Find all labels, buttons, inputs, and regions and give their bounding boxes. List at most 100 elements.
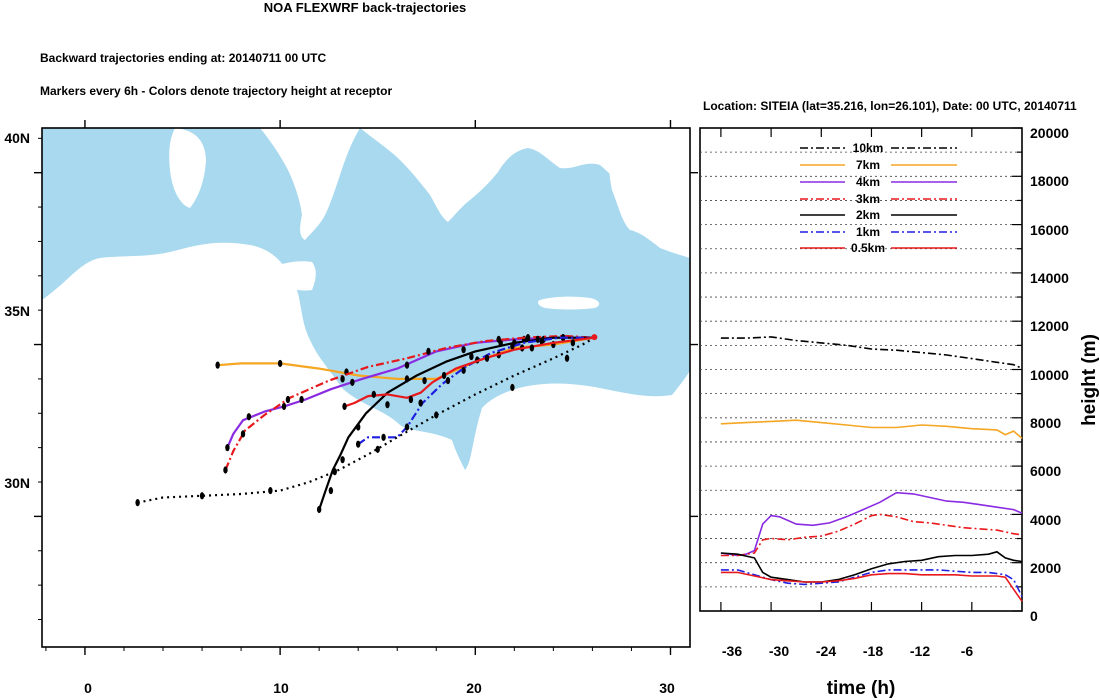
trajectory-marker-4km [246, 413, 252, 421]
map-frame [41, 127, 691, 648]
legend-label-3km: 3km [856, 192, 880, 206]
trajectory-marker-7km [215, 361, 220, 369]
trajectory-marker-7km [277, 359, 283, 368]
trajectory-marker-10km [199, 492, 205, 500]
trajectory-marker-0.5km [484, 354, 490, 362]
height-series [720, 336, 1023, 602]
trajectory-marker-4km [461, 346, 466, 354]
land-turkey [609, 128, 690, 258]
h-ytick-4000: 4000 [1030, 512, 1061, 528]
trajectory-10km [135, 336, 595, 507]
trajectory-marker-1km [539, 337, 544, 345]
map-xtick-30: 30 [659, 680, 675, 696]
height-ylabel: height (m) [1079, 334, 1100, 426]
land-sicily [267, 261, 316, 291]
h-ytick-2000: 2000 [1030, 560, 1061, 576]
height-y-tick-labels: 20000 18000 16000 14000 12000 10000 8000… [1030, 125, 1069, 624]
trajectory-marker-1km [445, 377, 451, 385]
trajectory-marker-10km [135, 499, 140, 507]
map-panel: 40N 35N 30N 0 10 20 30 [4, 120, 698, 696]
h-xtick-m36: -36 [722, 643, 742, 659]
trajectory-marker-4km [225, 444, 230, 452]
h-ytick-10000: 10000 [1030, 367, 1069, 383]
h-ytick-18000: 18000 [1030, 173, 1069, 189]
h-xtick-m30: -30 [769, 643, 789, 659]
h-ytick-14000: 14000 [1030, 270, 1069, 286]
trajectory-marker-3km [496, 335, 501, 343]
trajectory-marker-2km [535, 335, 540, 343]
trajectory-marker-10km [268, 487, 273, 495]
legend-label-0.5km: 0.5km [851, 241, 885, 255]
map-tick-marks [34, 120, 698, 655]
legend-label-4km: 4km [856, 175, 880, 189]
trajectory-marker-4km [299, 395, 304, 404]
trajectory-0.5km [342, 336, 595, 411]
legend: 10km 7km 4km 3km 2km 1km 0.5km [800, 141, 957, 255]
trajectory-marker-2km [355, 423, 361, 431]
trajectory-marker-1km [355, 440, 361, 448]
height-series-2km [720, 550, 1023, 583]
h-ytick-16000: 16000 [1030, 222, 1069, 238]
map-xtick-10: 10 [273, 680, 289, 696]
trajectory-marker-10km [510, 383, 515, 392]
height-xlabel: time (h) [827, 678, 896, 699]
trajectory-marker-0.5km [441, 371, 447, 380]
legend-label-7km: 7km [856, 158, 880, 172]
trajectory-2km [316, 334, 595, 514]
trajectory-marker-2km [422, 377, 427, 385]
height-series-7km [720, 419, 1023, 439]
height-series-10km [720, 336, 1023, 370]
trajectory-marker-2km [385, 401, 390, 409]
subtitle-ending: Backward trajectories ending at: 2014071… [40, 51, 326, 65]
map-xtick-0: 0 [84, 680, 92, 696]
receptor-marker [591, 334, 598, 341]
location-label: Location: SITEIA (lat=35.216, lon=26.101… [703, 99, 1077, 113]
land-sardinia [169, 128, 206, 208]
trajectory-marker-2km [328, 487, 334, 495]
trajectory-marker-3km [525, 334, 531, 342]
h-ytick-20000: 20000 [1030, 125, 1069, 141]
trajectory-marker-3km [223, 466, 228, 474]
h-ytick-0: 0 [1030, 608, 1038, 624]
trajectory-line-1km [357, 336, 595, 446]
h-ytick-12000: 12000 [1030, 318, 1069, 334]
height-tick-marks [720, 127, 1022, 612]
trajectory-marker-0.5km [408, 395, 414, 404]
trajectory-marker-4km [350, 378, 355, 386]
land-italy [260, 128, 360, 240]
h-xtick-m12: -12 [910, 643, 930, 659]
trajectory-marker-3km [285, 395, 291, 404]
trajectory-marker-10km [375, 445, 380, 453]
map-ytick-40N: 40N [4, 130, 30, 146]
height-panel: 20000 18000 16000 14000 12000 10000 8000… [699, 125, 1100, 699]
trajectory-marker-10km [564, 354, 570, 362]
trajectory-line-3km [224, 334, 595, 471]
trajectory-marker-10km [434, 411, 439, 419]
map-ytick-35N: 35N [4, 303, 30, 319]
legend-label-10km: 10km [853, 141, 884, 155]
trajectory-line-10km [137, 336, 595, 504]
trajectory-marker-2km [340, 456, 345, 464]
trajectory-marker-3km [340, 375, 345, 383]
h-ytick-8000: 8000 [1030, 415, 1061, 431]
subtitle-markers: Markers every 6h - Colors denote traject… [40, 84, 392, 98]
trajectory-1km [355, 336, 595, 448]
legend-lines [800, 147, 957, 249]
trajectory-marker-1km [418, 399, 423, 407]
trajectory-marker-1km [510, 342, 515, 350]
land-mass [42, 128, 690, 647]
legend-label-1km: 1km [856, 225, 880, 239]
trajectory-marker-4km [281, 402, 287, 411]
height-series-4km [720, 491, 1023, 557]
trajectory-line-0.5km [344, 336, 595, 408]
land-africa [42, 242, 690, 647]
trajectory-marker-4km [404, 361, 410, 369]
trajectory-marker-3km [240, 430, 246, 438]
map-trajectories [135, 334, 598, 514]
trajectory-marker-0.5km [570, 339, 576, 347]
trajectory-marker-7km [461, 366, 466, 374]
height-series-3km [720, 513, 1023, 557]
h-xtick-m6: -6 [961, 643, 974, 659]
trajectory-marker-3km [426, 347, 431, 356]
